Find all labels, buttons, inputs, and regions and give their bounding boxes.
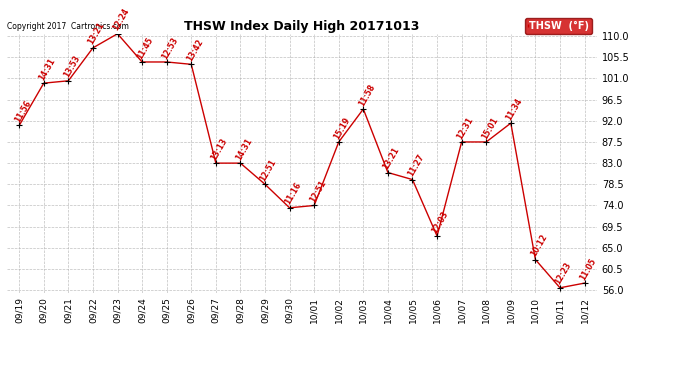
Text: 11:16: 11:16 [283,181,303,206]
Text: 13:21: 13:21 [86,21,106,46]
Text: 13:42: 13:42 [185,38,204,63]
Text: 15:19: 15:19 [332,115,352,141]
Text: 11:05: 11:05 [578,256,598,282]
Text: 12:24: 12:24 [111,7,131,32]
Title: THSW Index Daily High 20171013: THSW Index Daily High 20171013 [184,20,420,33]
Text: 14:31: 14:31 [37,56,57,82]
Text: 11:27: 11:27 [406,153,426,178]
Text: 13:53: 13:53 [62,54,81,80]
Text: 11:45: 11:45 [135,35,155,61]
Text: 14:31: 14:31 [234,136,254,162]
Text: 12:23: 12:23 [553,261,573,286]
Text: 10:12: 10:12 [529,233,549,258]
Text: 12:31: 12:31 [455,115,475,141]
Text: 13:21: 13:21 [382,146,401,171]
Text: 12:03: 12:03 [431,209,451,235]
Legend: THSW  (°F): THSW (°F) [525,18,592,34]
Text: 12:53: 12:53 [160,35,180,61]
Text: 12:51: 12:51 [259,158,278,183]
Text: 13:13: 13:13 [209,136,229,162]
Text: 15:01: 15:01 [480,115,500,141]
Text: 11:56: 11:56 [12,99,32,124]
Text: 11:34: 11:34 [504,96,524,122]
Text: Copyright 2017  Cartronics.com: Copyright 2017 Cartronics.com [7,22,129,31]
Text: 11:58: 11:58 [357,82,377,108]
Text: 12:51: 12:51 [308,179,327,204]
